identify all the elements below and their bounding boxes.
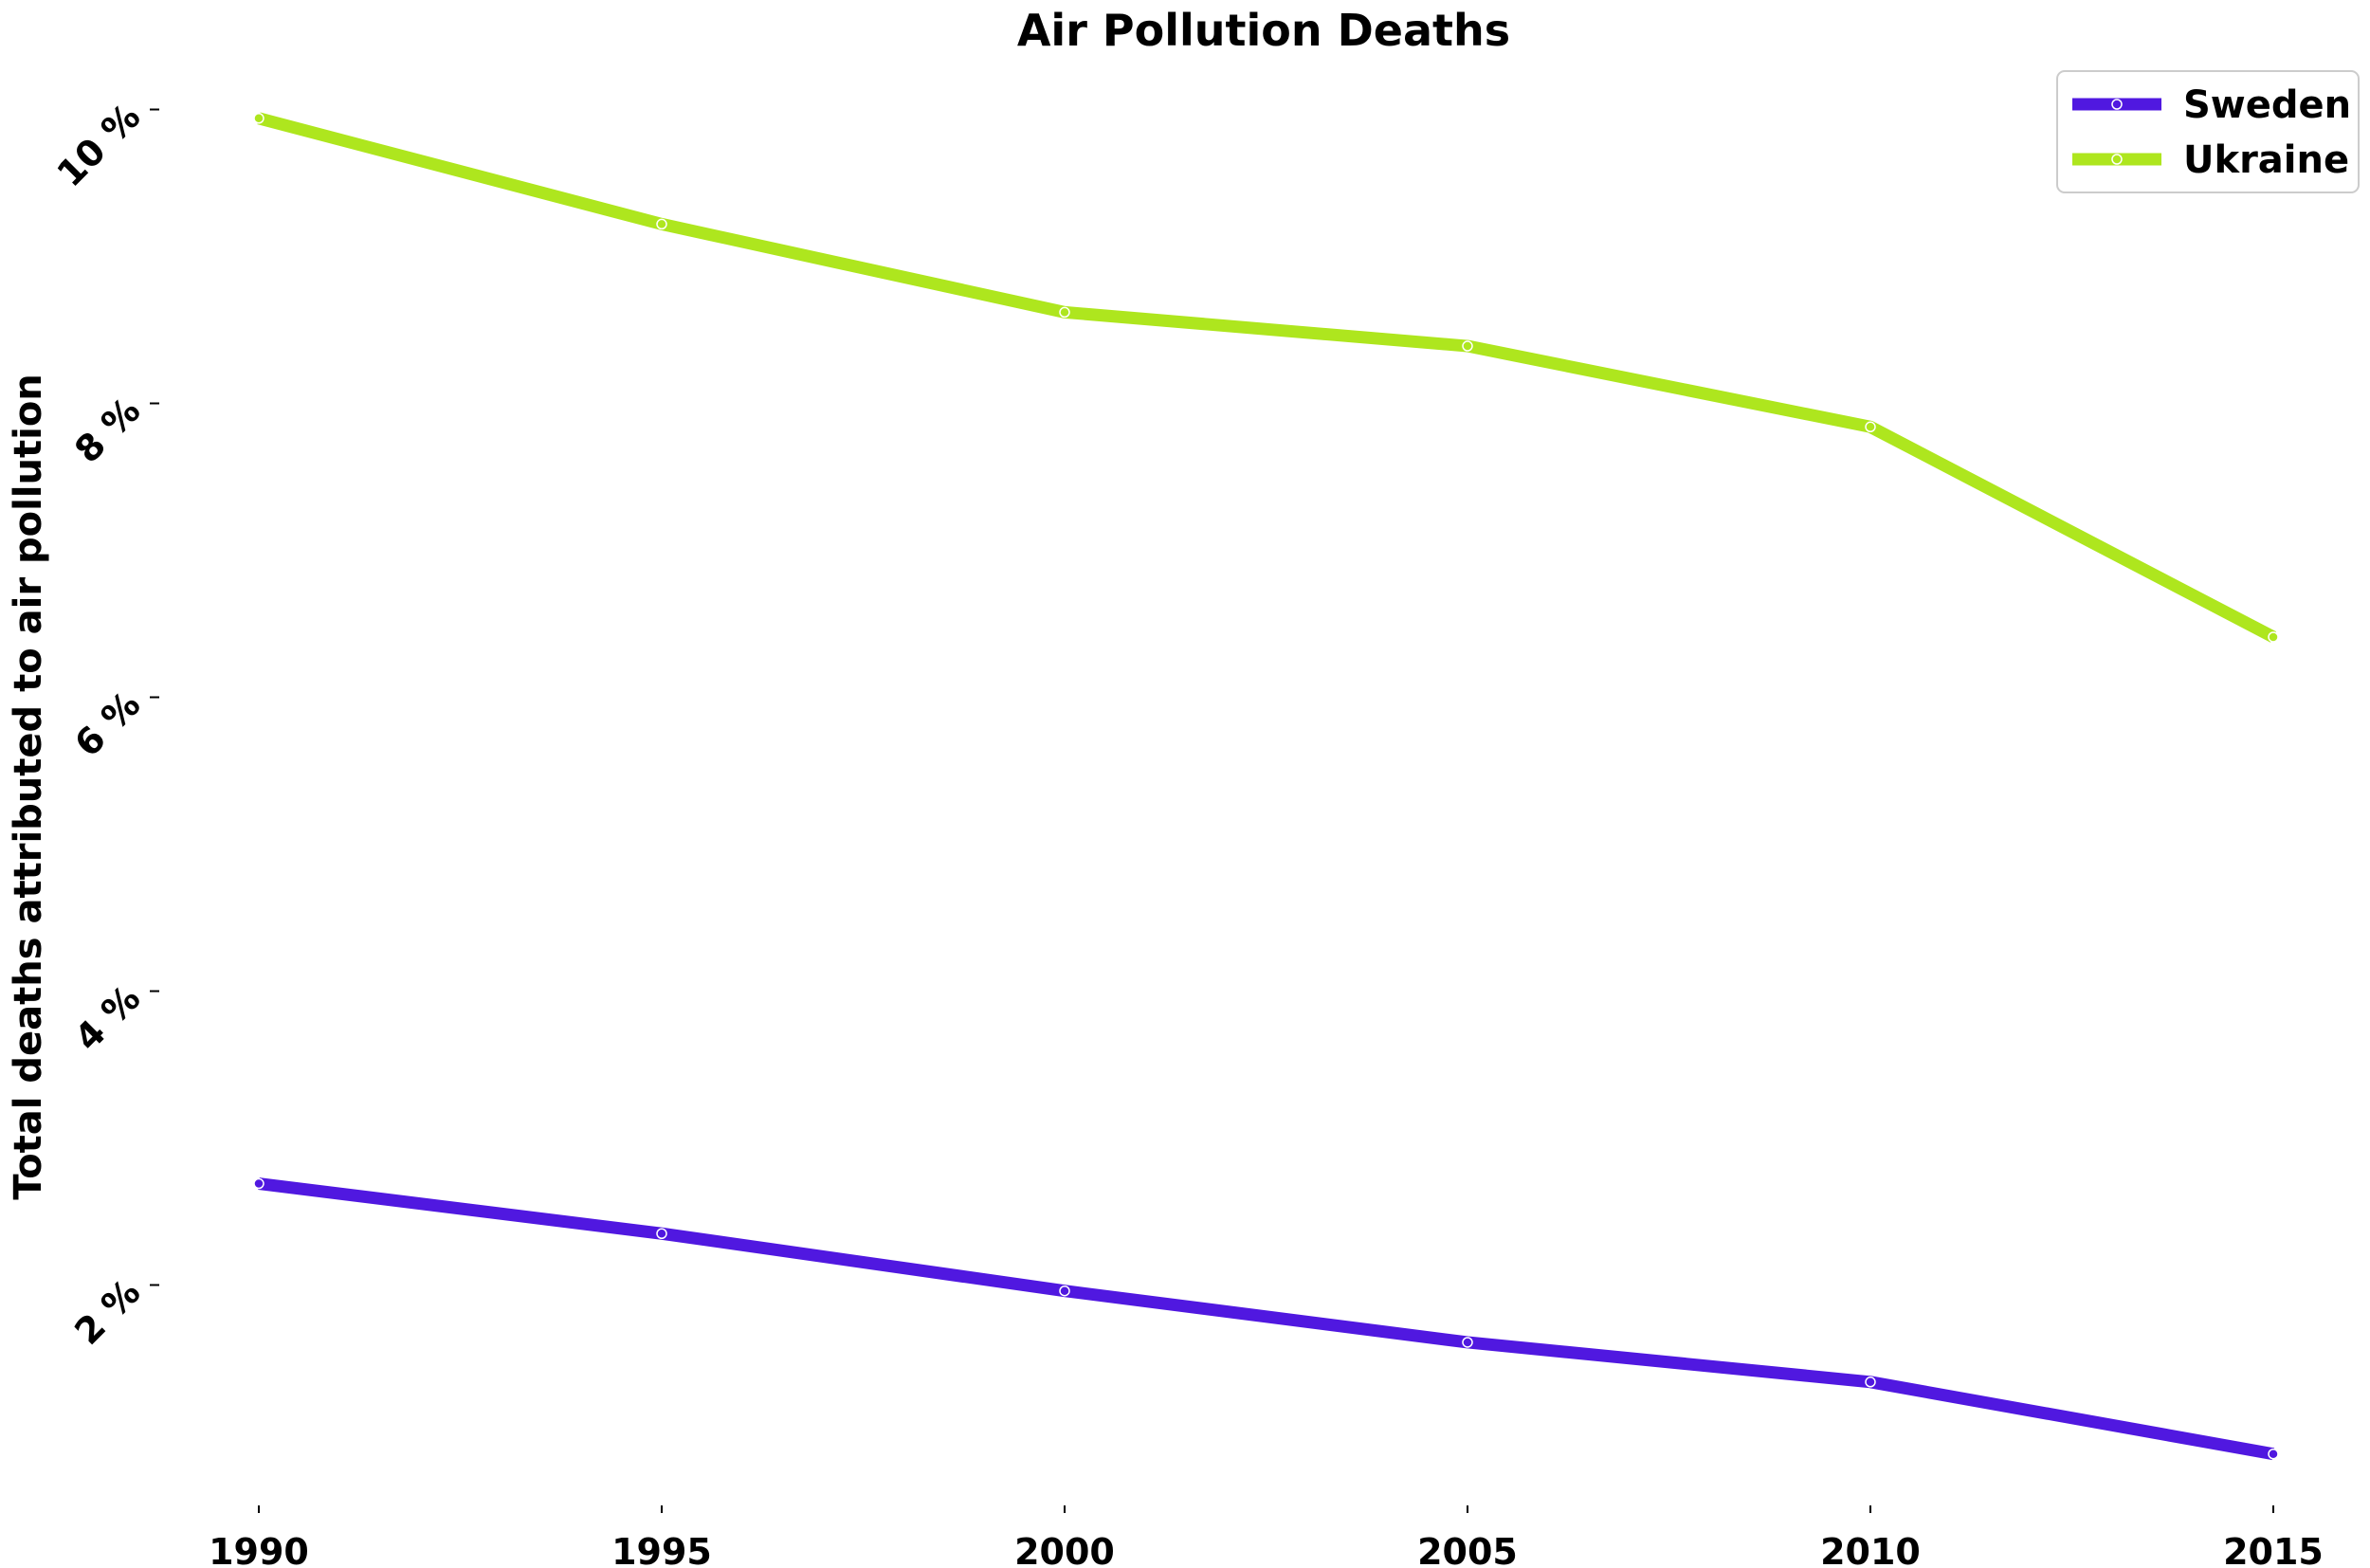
x-tick-label: 1995 bbox=[611, 1531, 712, 1568]
data-point-sweden bbox=[1462, 1337, 1473, 1348]
y-tick-label: 8 % bbox=[66, 390, 148, 471]
y-tick-label: 2 % bbox=[66, 1271, 148, 1353]
series-line-sweden bbox=[258, 1177, 2275, 1461]
data-point-sweden bbox=[253, 1177, 264, 1190]
x-tick-label: 2010 bbox=[1820, 1531, 1921, 1568]
y-tick-label: 10 % bbox=[49, 96, 149, 195]
data-point-sweden bbox=[1059, 1285, 1070, 1297]
y-axis-ticks: 2 % 4 % 6 % 8 % 10 % bbox=[49, 96, 159, 1353]
data-point-ukraine bbox=[1462, 340, 1473, 352]
y-axis-label: Total deaths attributed to air pollution bbox=[7, 374, 50, 1200]
legend-label-ukraine: Ukraine bbox=[2183, 138, 2349, 182]
data-point-sweden bbox=[1865, 1377, 1876, 1388]
y-tick-label: 4 % bbox=[66, 977, 148, 1059]
legend-marker-ukraine bbox=[2111, 154, 2123, 165]
data-point-ukraine bbox=[656, 218, 667, 230]
x-axis-ticks: 1990 1995 2000 2005 2010 2015 bbox=[209, 1505, 2324, 1568]
x-tick-label: 2000 bbox=[1014, 1531, 1115, 1568]
data-point-ukraine bbox=[1059, 306, 1070, 319]
legend: Sweden Ukraine bbox=[2056, 70, 2360, 193]
data-point-sweden bbox=[2268, 1449, 2279, 1460]
series-layer bbox=[253, 112, 2279, 1461]
chart-title: Air Pollution Deaths bbox=[1017, 5, 1510, 56]
legend-label-sweden: Sweden bbox=[2183, 83, 2351, 127]
x-tick-label: 1990 bbox=[209, 1531, 309, 1568]
x-tick-label: 2005 bbox=[1417, 1531, 1518, 1568]
series-line-ukraine bbox=[257, 112, 2277, 643]
data-point-ukraine bbox=[2268, 631, 2279, 643]
y-tick-label: 6 % bbox=[66, 684, 148, 765]
data-point-ukraine bbox=[1865, 421, 1876, 433]
legend-marker-sweden bbox=[2111, 99, 2123, 110]
x-tick-label: 2015 bbox=[2223, 1531, 2324, 1568]
data-point-sweden bbox=[656, 1228, 667, 1239]
data-point-ukraine bbox=[253, 113, 264, 124]
